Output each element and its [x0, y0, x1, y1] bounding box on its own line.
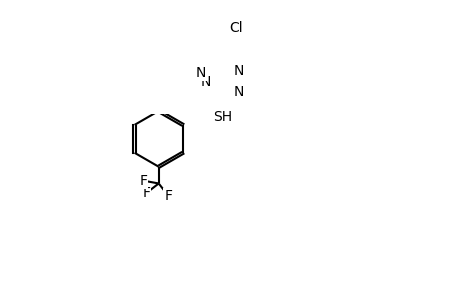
Text: N: N: [195, 66, 205, 80]
Text: Cl: Cl: [229, 21, 242, 35]
Text: N: N: [233, 64, 244, 78]
Text: F: F: [142, 186, 150, 200]
Text: N: N: [233, 85, 244, 99]
Text: SH: SH: [213, 110, 232, 124]
Text: N: N: [201, 75, 211, 89]
Text: F: F: [139, 174, 147, 188]
Text: F: F: [164, 189, 172, 203]
